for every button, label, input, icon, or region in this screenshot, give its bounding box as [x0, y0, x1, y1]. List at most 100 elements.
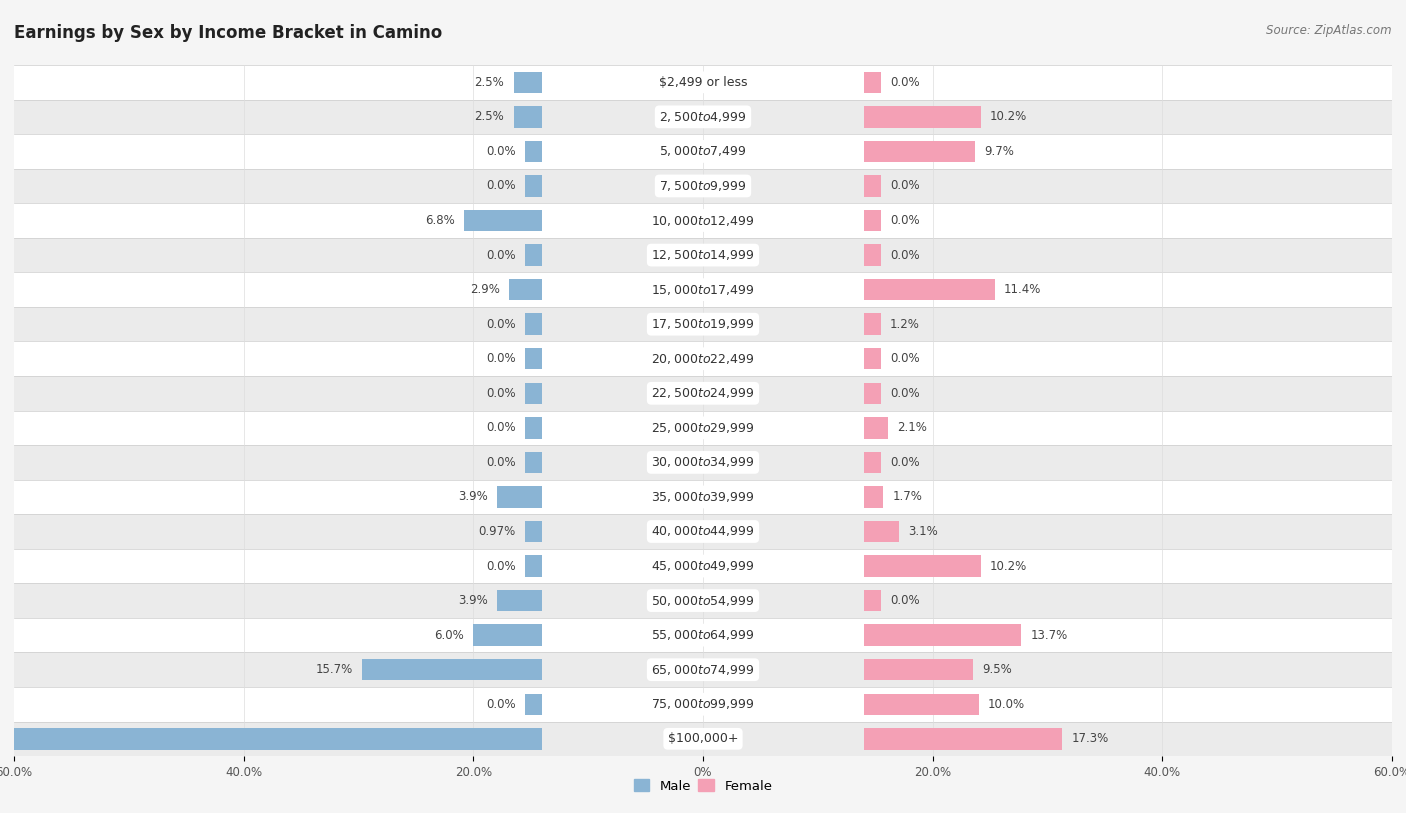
- Bar: [863, 141, 976, 162]
- Legend: Male, Female: Male, Female: [628, 774, 778, 798]
- Text: 10.0%: 10.0%: [988, 698, 1025, 711]
- Text: 2.5%: 2.5%: [475, 76, 505, 89]
- Bar: [14, 65, 1392, 99]
- Text: 1.7%: 1.7%: [893, 490, 922, 503]
- Text: $25,000 to $29,999: $25,000 to $29,999: [651, 421, 755, 435]
- Bar: [863, 348, 882, 369]
- Bar: [863, 72, 882, 93]
- Text: 11.4%: 11.4%: [1004, 283, 1042, 296]
- Bar: [14, 341, 1392, 376]
- Text: 6.8%: 6.8%: [425, 214, 456, 227]
- Bar: [863, 245, 882, 266]
- Text: $5,000 to $7,499: $5,000 to $7,499: [659, 145, 747, 159]
- Bar: [863, 176, 882, 197]
- Bar: [524, 245, 543, 266]
- Bar: [14, 687, 1392, 722]
- Bar: [14, 549, 1392, 583]
- Bar: [474, 624, 543, 646]
- Text: $65,000 to $74,999: $65,000 to $74,999: [651, 663, 755, 676]
- Bar: [863, 314, 882, 335]
- Bar: [14, 307, 1392, 341]
- Bar: [863, 383, 882, 404]
- Bar: [863, 555, 981, 576]
- Text: 0.0%: 0.0%: [890, 214, 920, 227]
- Text: 0.0%: 0.0%: [486, 698, 516, 711]
- Bar: [863, 417, 887, 438]
- Text: 0.97%: 0.97%: [478, 525, 516, 538]
- Bar: [0, 728, 543, 750]
- Text: 0.0%: 0.0%: [890, 180, 920, 193]
- Text: 0.0%: 0.0%: [890, 594, 920, 607]
- Bar: [524, 452, 543, 473]
- Text: 0.0%: 0.0%: [486, 456, 516, 469]
- Bar: [524, 417, 543, 438]
- Bar: [513, 107, 543, 128]
- Text: 9.5%: 9.5%: [981, 663, 1012, 676]
- Text: $22,500 to $24,999: $22,500 to $24,999: [651, 386, 755, 400]
- Text: $7,500 to $9,999: $7,500 to $9,999: [659, 179, 747, 193]
- Text: 10.2%: 10.2%: [990, 559, 1028, 572]
- Text: $40,000 to $44,999: $40,000 to $44,999: [651, 524, 755, 538]
- Text: 0.0%: 0.0%: [486, 387, 516, 400]
- Bar: [498, 486, 543, 507]
- Bar: [863, 521, 900, 542]
- Bar: [14, 134, 1392, 168]
- Bar: [498, 590, 543, 611]
- Text: 2.1%: 2.1%: [897, 421, 927, 434]
- Text: $30,000 to $34,999: $30,000 to $34,999: [651, 455, 755, 469]
- Bar: [863, 624, 1021, 646]
- Bar: [863, 728, 1063, 750]
- Bar: [14, 411, 1392, 445]
- Bar: [524, 348, 543, 369]
- Bar: [524, 693, 543, 715]
- Text: $20,000 to $22,499: $20,000 to $22,499: [651, 352, 755, 366]
- Bar: [14, 445, 1392, 480]
- Text: $12,500 to $14,999: $12,500 to $14,999: [651, 248, 755, 262]
- Bar: [513, 72, 543, 93]
- Text: 0.0%: 0.0%: [890, 76, 920, 89]
- Text: 2.5%: 2.5%: [475, 111, 505, 124]
- Bar: [863, 693, 979, 715]
- Text: $100,000+: $100,000+: [668, 733, 738, 746]
- Text: 3.9%: 3.9%: [458, 490, 488, 503]
- Text: 0.0%: 0.0%: [486, 180, 516, 193]
- Text: 3.9%: 3.9%: [458, 594, 488, 607]
- Text: $55,000 to $64,999: $55,000 to $64,999: [651, 628, 755, 642]
- Bar: [863, 210, 882, 231]
- Bar: [863, 659, 973, 680]
- Bar: [14, 203, 1392, 237]
- Text: 0.0%: 0.0%: [486, 249, 516, 262]
- Bar: [14, 652, 1392, 687]
- Bar: [863, 279, 994, 300]
- Text: 2.9%: 2.9%: [470, 283, 499, 296]
- Text: $50,000 to $54,999: $50,000 to $54,999: [651, 593, 755, 607]
- Text: $2,500 to $4,999: $2,500 to $4,999: [659, 110, 747, 124]
- Text: 1.2%: 1.2%: [890, 318, 920, 331]
- Text: Source: ZipAtlas.com: Source: ZipAtlas.com: [1267, 24, 1392, 37]
- Bar: [863, 452, 882, 473]
- Text: $45,000 to $49,999: $45,000 to $49,999: [651, 559, 755, 573]
- Text: 0.0%: 0.0%: [486, 352, 516, 365]
- Bar: [14, 99, 1392, 134]
- Bar: [464, 210, 543, 231]
- Bar: [524, 521, 543, 542]
- Text: 13.7%: 13.7%: [1031, 628, 1067, 641]
- Text: 17.3%: 17.3%: [1071, 733, 1109, 746]
- Text: 10.2%: 10.2%: [990, 111, 1028, 124]
- Text: Earnings by Sex by Income Bracket in Camino: Earnings by Sex by Income Bracket in Cam…: [14, 24, 443, 42]
- Text: 0.0%: 0.0%: [486, 318, 516, 331]
- Bar: [14, 618, 1392, 652]
- Bar: [863, 590, 882, 611]
- Text: 0.0%: 0.0%: [890, 456, 920, 469]
- Text: $17,500 to $19,999: $17,500 to $19,999: [651, 317, 755, 331]
- Bar: [14, 376, 1392, 411]
- Text: 9.7%: 9.7%: [984, 145, 1014, 158]
- Text: 0.0%: 0.0%: [486, 421, 516, 434]
- Bar: [14, 272, 1392, 307]
- Text: 0.0%: 0.0%: [486, 559, 516, 572]
- Text: $35,000 to $39,999: $35,000 to $39,999: [651, 490, 755, 504]
- Text: 6.0%: 6.0%: [434, 628, 464, 641]
- Bar: [14, 722, 1392, 756]
- Bar: [14, 480, 1392, 514]
- Text: $15,000 to $17,499: $15,000 to $17,499: [651, 283, 755, 297]
